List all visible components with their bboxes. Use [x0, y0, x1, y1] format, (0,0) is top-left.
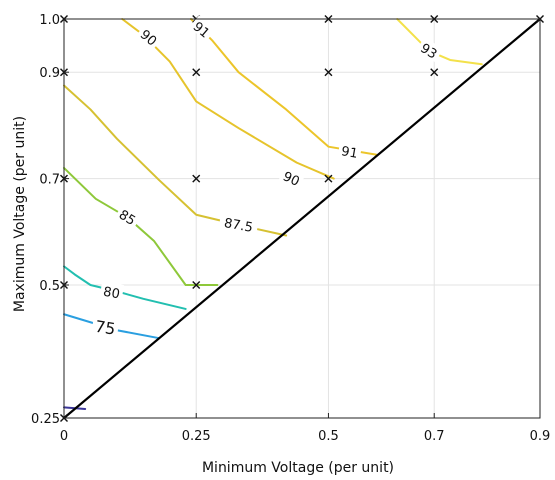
contour-label-90-b: 90 — [280, 169, 301, 190]
contour-label-85-halo — [114, 203, 142, 229]
diagonal-line — [63, 18, 541, 419]
contour-label-80-halo — [99, 281, 125, 301]
contour-label-80: 80 — [102, 285, 121, 303]
y-tick-label: 0.7 — [39, 173, 60, 188]
contour-label-75-halo — [91, 314, 120, 338]
contour-label-87-5-halo — [218, 212, 259, 235]
contour-label-90-group: 90 — [136, 23, 164, 50]
contour-line-91 — [189, 18, 378, 156]
sample-marker-stroke-b — [324, 68, 333, 77]
contour-label-91-halo — [189, 15, 217, 42]
sample-point-marker — [192, 68, 201, 77]
plot-frame — [63, 18, 541, 419]
sample-marker-stroke-b — [324, 174, 333, 183]
contour-label-87-5-group: 87.5 — [218, 212, 259, 236]
y-tick-label: 0.25 — [31, 412, 60, 427]
contour-label-80-group: 80 — [99, 281, 125, 303]
contour-line-87-5 — [63, 84, 288, 237]
sample-marker-stroke-b — [192, 174, 201, 183]
contour-label-93-group: 93 — [416, 37, 444, 63]
contour-label-90-b-group: 90 — [278, 165, 306, 190]
sample-point-marker — [192, 174, 201, 183]
contour-label-85: 85 — [116, 208, 138, 229]
contour-label-85-group: 85 — [114, 203, 142, 229]
x-tick-label: 0.9 — [530, 429, 551, 444]
x-axis-label: Minimum Voltage (per unit) — [202, 460, 394, 476]
x-tick-label: 0 — [60, 429, 68, 444]
sample-marker-stroke-b — [192, 281, 201, 289]
sample-point-marker — [324, 68, 333, 77]
x-tick-label: 0.25 — [182, 429, 211, 444]
contour-label-91-b-group: 91 — [337, 140, 363, 162]
y-tick-label: 1.0 — [39, 13, 60, 28]
contour-label-75-group: 75 — [91, 314, 120, 339]
contour-line-93 — [396, 18, 483, 66]
contour-label-90-b-halo — [278, 165, 306, 189]
y-tick-label: 0.5 — [39, 279, 60, 294]
contour-line-80 — [63, 265, 187, 310]
sample-point-marker — [430, 68, 439, 77]
diagonal-boundary-line — [63, 18, 541, 419]
contour-label-90-halo — [136, 23, 164, 50]
contour-label-91-b: 91 — [340, 144, 359, 162]
contour-label-75: 75 — [94, 317, 117, 339]
x-tick-label: 0.7 — [424, 429, 445, 444]
x-tick-label: 0.5 — [318, 429, 339, 444]
y-tick-label: 0.9 — [39, 66, 60, 81]
sample-marker-stroke-b — [430, 68, 439, 77]
sample-point-marker — [192, 281, 201, 289]
contour-label-87-5: 87.5 — [223, 216, 254, 236]
contour-label-91-b-halo — [337, 140, 363, 161]
axes: 0 0.25 0.5 0.7 0.90.250.50.70.91.0 — [31, 13, 550, 444]
contour-line-85 — [63, 166, 219, 286]
contour-label-93: 93 — [417, 41, 439, 62]
sample-point-marker — [324, 174, 333, 183]
y-axis-label: Maximum Voltage (per unit) — [12, 116, 28, 312]
sample-marker-stroke-b — [192, 68, 201, 77]
contour-label-93-halo — [416, 37, 444, 63]
